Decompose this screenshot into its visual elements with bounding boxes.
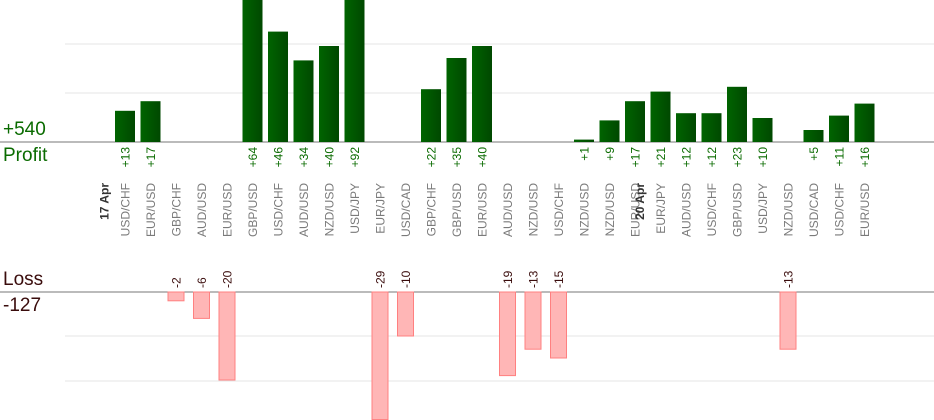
loss-value-label: -10 [399,270,413,288]
profit-value-label: +11 [833,147,847,167]
loss-value-label: -15 [552,270,566,288]
loss-bar [167,291,185,302]
category-label: AUD/USD [195,183,209,237]
profit-bar [803,130,824,142]
loss-value-label: -13 [527,270,541,288]
profit-value-label: +64 [246,147,260,168]
profit-bar [140,101,161,142]
profit-value-label: +17 [144,147,158,168]
category-label: AUD/USD [680,183,694,237]
profit-bar [293,60,314,142]
profit-value-label: +16 [858,147,872,168]
profit-bar [650,91,671,142]
loss-bar [371,291,389,420]
category-label: GBP/USD [450,183,464,237]
category-label: USD/JPY [756,183,770,234]
profit-bar [115,110,135,142]
loss-label: Loss [3,269,44,290]
loss-bar [779,291,797,350]
profit-value-label: +10 [756,147,770,168]
loss-value-label: -2 [170,277,184,288]
profit-total: +540 [3,119,46,140]
category-label: GBP/USD [246,183,260,237]
loss-bar [193,291,210,319]
category-label: USD/CHF [552,183,566,236]
category-label: USD/CHF [272,183,286,236]
profit-value-label: +92 [348,147,362,168]
category-label: USD/CHF [833,183,847,236]
profit-value-label: +12 [680,147,694,168]
category-label: EUR/USD [144,183,158,237]
profit-value-label: +40 [323,147,337,168]
category-label: NZD/USD [527,183,541,237]
loss-value-label: -13 [782,270,796,288]
date-label: 20 Apr [633,183,647,220]
category-label: AUD/USD [297,183,311,237]
profit-bar [242,0,263,143]
profit-value-label: +17 [629,147,643,168]
loss-total: -127 [3,295,42,316]
category-label: AUD/USD [501,183,515,237]
loss-value-label: -20 [221,270,235,288]
profit-bar [854,103,875,142]
profit-bar [701,113,722,142]
profit-bar [472,46,492,142]
category-label: EUR/USD [629,183,643,237]
profit-value-label: +46 [272,147,286,168]
profit-value-label: +22 [425,147,439,168]
profit-value-label: +34 [297,147,311,168]
profit-bar [268,31,288,143]
category-label: USD/JPY [348,183,362,234]
loss-bar [397,291,414,337]
category-label: GBP/CHF [170,183,184,236]
category-label: EUR/JPY [654,183,668,234]
category-label: NZD/USD [603,183,617,237]
profit-bar [676,113,696,142]
profit-bar [574,139,594,142]
date-label: 17 Apr [98,183,112,220]
category-label: USD/CAD [399,183,413,237]
profit-value-label: +13 [119,147,133,168]
category-label: USD/CAD [807,183,821,237]
profit-bar [599,120,620,142]
loss-bar [524,291,542,350]
profit-bar [829,115,849,142]
category-label: NZD/USD [578,183,592,237]
profit-bar [421,89,441,142]
loss-bar [218,291,236,381]
profit-value-label: +21 [654,147,668,168]
profit-value-label: +1 [578,147,592,161]
profit-value-label: +40 [476,147,490,168]
category-label: NZD/USD [782,183,796,237]
category-label: EUR/USD [476,183,490,237]
profit-bar [752,118,773,142]
profit-label: Profit [3,145,48,166]
profit-value-label: +35 [450,147,464,168]
loss-bar [550,291,567,359]
profit-value-label: +9 [603,147,617,161]
loss-value-label: -19 [501,270,515,288]
loss-value-label: -6 [195,277,209,288]
category-label: GBP/CHF [425,183,439,236]
category-label: EUR/JPY [374,183,388,234]
category-label: GBP/USD [731,183,745,237]
category-label: USD/CHF [119,183,133,236]
category-label: USD/CHF [705,183,719,236]
loss-value-label: -29 [374,270,388,288]
profit-value-label: +23 [731,147,745,168]
profit-bar [319,46,339,142]
loss-bar [499,291,516,377]
profit-value-label: +12 [705,147,719,168]
profit-value-label: +5 [807,147,821,161]
profit-bar [625,101,645,142]
profit-bar [344,0,365,142]
category-label: EUR/USD [858,183,872,237]
category-label: EUR/USD [221,183,235,237]
profit-bar [446,58,467,142]
profit-bar [727,86,747,142]
category-label: NZD/USD [323,183,337,237]
